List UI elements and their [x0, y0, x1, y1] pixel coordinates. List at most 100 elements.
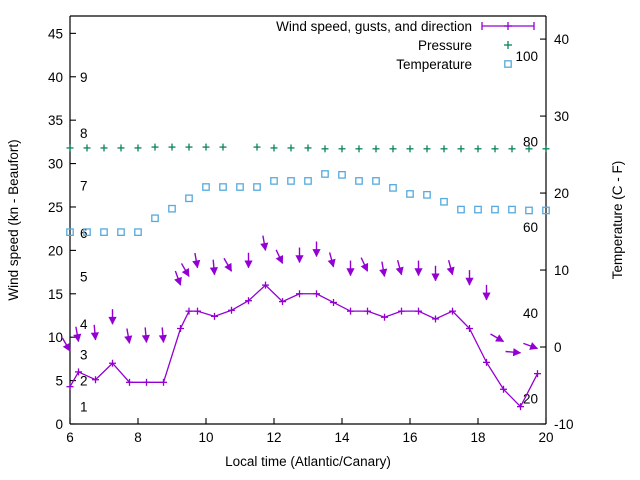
arrow-head — [275, 255, 284, 264]
beaufort-label: 4 — [80, 317, 88, 332]
temperature-marker — [491, 205, 499, 214]
temperature-marker — [219, 183, 227, 191]
wind-direction-arrow — [505, 348, 522, 357]
wind-direction-arrow — [73, 326, 82, 343]
legend-label-plus: Pressure — [418, 38, 472, 53]
arrow-head — [431, 273, 440, 282]
y2-tick-label: 40 — [554, 32, 569, 47]
y2-tick-label: -10 — [554, 417, 574, 432]
wind-direction-arrow — [192, 252, 201, 269]
y-tick-label: 25 — [48, 200, 63, 215]
temperature-marker — [66, 228, 74, 237]
arrow-head — [495, 334, 505, 342]
temperature-marker — [236, 183, 244, 191]
arrow-head — [181, 268, 190, 277]
fahrenheit-label: 20 — [523, 392, 538, 407]
fahrenheit-label: 40 — [523, 306, 538, 321]
wind-direction-arrow — [379, 261, 388, 278]
temperature-marker — [542, 206, 550, 215]
y2-tick-label: 10 — [554, 263, 569, 278]
wind-direction-arrow — [395, 260, 404, 276]
wind-direction-arrow — [180, 263, 190, 277]
temperature-marker — [525, 206, 533, 215]
wind-direction-arrow — [90, 324, 99, 341]
legend-label-square: Temperature — [396, 57, 472, 72]
arrow-head — [465, 277, 474, 286]
arrow-head — [312, 249, 321, 258]
temperature-marker — [134, 228, 142, 237]
temperature-marker — [304, 177, 312, 185]
arrow-head — [73, 333, 82, 343]
wind-direction-arrow — [490, 333, 505, 343]
wind-direction-arrow — [244, 252, 253, 269]
y-tick-label: 20 — [48, 243, 63, 258]
chart-legend: Wind speed, gusts, and direction Pressure… — [276, 19, 535, 72]
arrow-head — [360, 262, 369, 272]
arrow-head — [327, 258, 336, 268]
temperature-marker — [100, 228, 108, 237]
temperature-marker — [440, 197, 448, 206]
wind-direction-arrow — [295, 247, 304, 264]
y-tick-label: 30 — [48, 157, 63, 172]
wind-direction-arrow — [327, 252, 336, 268]
arrow-head — [244, 260, 253, 269]
temperature-marker — [321, 170, 329, 178]
beaufort-label: 1 — [80, 400, 88, 415]
y-tick-label: 45 — [48, 26, 63, 41]
wind-direction-arrow — [275, 249, 284, 264]
wind-direction-arrow — [414, 260, 423, 277]
y2-tick-label: 20 — [554, 186, 569, 201]
arrow-head — [90, 332, 99, 341]
wind-direction-arrow — [141, 327, 150, 344]
y-tick-label: 10 — [48, 330, 63, 345]
wind-direction-arrow — [312, 241, 321, 258]
y-tick-label: 35 — [48, 113, 63, 128]
arrow-head — [192, 259, 201, 269]
wind-direction-arrow — [523, 342, 539, 350]
wind-direction-arrow — [346, 260, 355, 277]
x-tick-label: 18 — [470, 430, 485, 445]
wind-direction-arrow — [61, 337, 71, 352]
arrow-head — [141, 334, 150, 344]
plot-frame — [69, 15, 547, 425]
y-tick-label: 40 — [48, 70, 63, 85]
arrow-head — [108, 316, 117, 325]
fahrenheit-label: 100 — [515, 49, 538, 64]
temperature-marker — [372, 177, 380, 185]
temperature-marker — [270, 177, 278, 185]
wind-direction-arrow — [108, 309, 117, 325]
y-tick-label: 0 — [55, 417, 63, 432]
y2-axis-title: Temperature (C - F) — [610, 161, 625, 280]
beaufort-label: 7 — [80, 178, 88, 193]
arrow-head — [209, 267, 218, 276]
y-tick-label: 5 — [55, 374, 63, 389]
arrow-head — [414, 268, 423, 277]
x-axis-title: Local time (Atlantic/Canary) — [225, 454, 391, 469]
x-tick-label: 10 — [198, 430, 213, 445]
temperature-marker — [202, 183, 210, 191]
fahrenheit-label: 80 — [523, 134, 538, 149]
arrow-head — [62, 342, 71, 352]
beaufort-label: 3 — [80, 348, 88, 363]
x-tick-label: 20 — [538, 430, 553, 445]
x-tick-label: 8 — [134, 430, 142, 445]
arrow-head — [512, 348, 522, 357]
arrow-head — [446, 266, 455, 276]
legend-sample-square — [504, 60, 512, 68]
x-tick-label: 12 — [266, 430, 281, 445]
arrow-head — [174, 276, 182, 286]
series-temperature — [66, 170, 550, 237]
legend-label-line-plus: Wind speed, gusts, and direction — [276, 19, 472, 34]
y2-tick-label: 0 — [554, 340, 562, 355]
arrow-head — [224, 262, 232, 272]
temperature-marker — [355, 177, 363, 185]
wind-direction-arrow — [174, 270, 182, 286]
arrow-head — [295, 255, 304, 264]
beaufort-label: 9 — [80, 70, 88, 85]
x-tick-label: 16 — [402, 430, 417, 445]
arrow-head — [482, 292, 491, 301]
arrow-head — [124, 335, 133, 344]
temperature-marker — [83, 228, 91, 237]
